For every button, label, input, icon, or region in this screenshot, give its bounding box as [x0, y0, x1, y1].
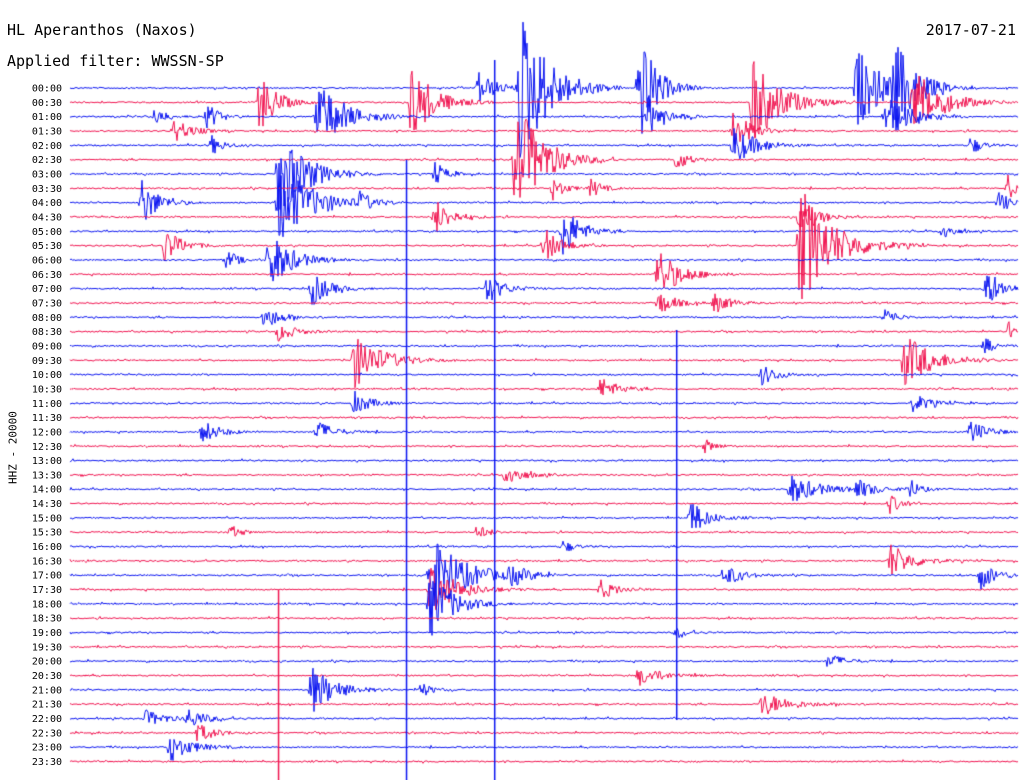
time-tick-label: 05:00	[32, 227, 62, 238]
time-tick-label: 04:30	[32, 213, 62, 224]
time-tick-label: 08:00	[32, 313, 62, 324]
time-tick-label: 14:00	[32, 485, 62, 496]
time-tick-label: 09:00	[32, 341, 62, 352]
time-tick-label: 05:30	[32, 241, 62, 252]
date-label: 2017-07-21	[925, 21, 1016, 39]
time-tick-label: 04:00	[32, 198, 62, 209]
time-tick-label: 17:00	[32, 571, 62, 582]
time-tick-label: 11:30	[32, 413, 62, 424]
time-tick-label: 19:00	[32, 628, 62, 639]
time-tick-label: 22:30	[32, 728, 62, 739]
time-tick-label: 03:00	[32, 170, 62, 181]
time-tick-label: 20:00	[32, 657, 62, 668]
station-title: HL Aperanthos (Naxos)	[7, 21, 197, 39]
time-tick-label: 12:00	[32, 427, 62, 438]
time-tick-label: 15:00	[32, 513, 62, 524]
time-tick-label: 06:30	[32, 270, 62, 281]
time-tick-label: 20:30	[32, 671, 62, 682]
time-tick-label: 18:30	[32, 614, 62, 625]
time-tick-label: 15:30	[32, 528, 62, 539]
time-tick-label: 06:00	[32, 256, 62, 267]
time-tick-label: 14:30	[32, 499, 62, 510]
time-tick-label: 00:30	[32, 98, 62, 109]
time-tick-label: 01:00	[32, 112, 62, 123]
time-tick-label: 09:30	[32, 356, 62, 367]
time-tick-label: 13:00	[32, 456, 62, 467]
time-tick-label: 13:30	[32, 470, 62, 481]
time-tick-label: 23:00	[32, 743, 62, 754]
time-tick-label: 16:00	[32, 542, 62, 553]
time-tick-label: 10:00	[32, 370, 62, 381]
time-tick-label: 21:00	[32, 685, 62, 696]
time-tick-label: 07:00	[32, 284, 62, 295]
time-tick-label: 08:30	[32, 327, 62, 338]
time-tick-label: 00:00	[32, 84, 62, 95]
time-tick-label: 21:30	[32, 700, 62, 711]
time-tick-label: 01:30	[32, 127, 62, 138]
time-tick-label: 18:00	[32, 599, 62, 610]
time-tick-label: 03:30	[32, 184, 62, 195]
time-tick-label: 19:30	[32, 642, 62, 653]
time-tick-label: 17:30	[32, 585, 62, 596]
time-tick-label: 22:00	[32, 714, 62, 725]
time-tick-label: 12:30	[32, 442, 62, 453]
time-tick-label: 10:30	[32, 384, 62, 395]
time-tick-label: 07:30	[32, 298, 62, 309]
filter-label: Applied filter: WWSSN-SP	[7, 52, 224, 70]
channel-label: HHZ - 20000	[6, 411, 20, 484]
time-tick-label: 11:00	[32, 399, 62, 410]
time-tick-label: 23:30	[32, 757, 62, 768]
time-tick-label: 16:30	[32, 556, 62, 567]
time-tick-label: 02:30	[32, 155, 62, 166]
time-tick-label: 02:00	[32, 141, 62, 152]
